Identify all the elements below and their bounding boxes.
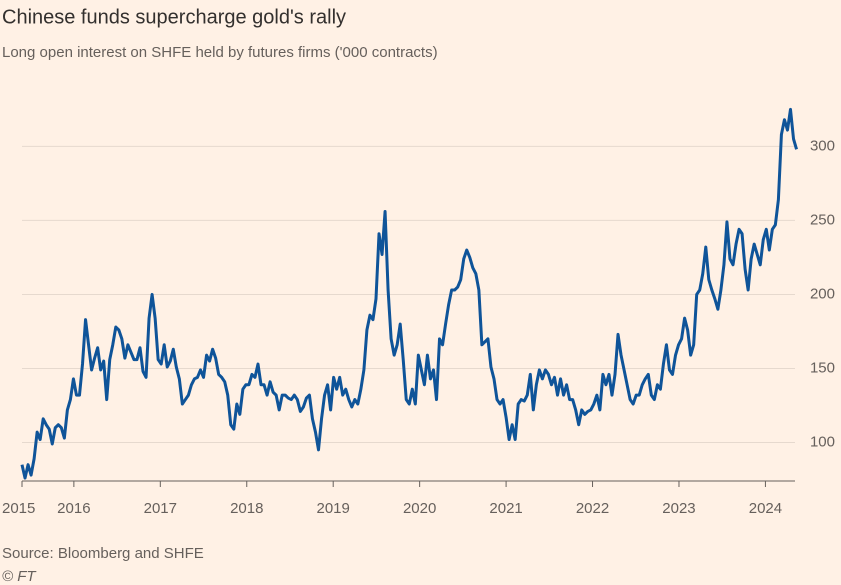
x-tick-label: 2018 [230, 500, 263, 517]
y-tick-label: 300 [810, 137, 835, 154]
x-tick-label: 2016 [57, 500, 90, 517]
x-tick-label: 2017 [144, 500, 177, 517]
chart-title: Chinese funds supercharge gold's rally [2, 6, 346, 28]
x-tick-label: 2015 [2, 500, 35, 517]
source: Source: Bloomberg and SHFE [2, 545, 204, 562]
y-tick-label: 100 [810, 433, 835, 450]
y-tick-label: 200 [810, 285, 835, 302]
x-tick-label: 2024 [749, 500, 782, 517]
y-tick-label: 250 [810, 211, 835, 228]
y-tick-label: 150 [810, 359, 835, 376]
x-tick-label: 2023 [662, 500, 695, 517]
data-line [20, 107, 798, 480]
x-tick-label: 2020 [403, 500, 436, 517]
credit: © FT [2, 568, 37, 585]
x-tick-label: 2021 [489, 500, 522, 517]
chart-subtitle: Long open interest on SHFE held by futur… [2, 44, 438, 61]
x-tick-label: 2019 [317, 500, 350, 517]
x-tick-label: 2022 [576, 500, 609, 517]
